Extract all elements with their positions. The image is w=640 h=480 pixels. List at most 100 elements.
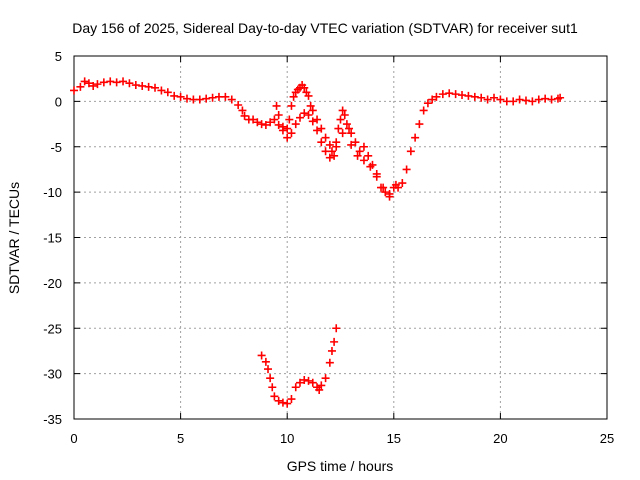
y-tick-label: -20: [43, 276, 62, 291]
y-axis-label: SDTVAR / TECUs: [6, 182, 22, 294]
series-sdtvar-main: [70, 77, 565, 201]
y-tick-label: 0: [55, 94, 62, 109]
chart-title: Day 156 of 2025, Sidereal Day-to-day VTE…: [72, 20, 578, 36]
data-point: [274, 396, 283, 405]
data-point: [402, 165, 411, 174]
data-point: [496, 95, 505, 104]
y-tick-label: -30: [43, 367, 62, 382]
data-point: [432, 92, 441, 101]
data-point: [300, 375, 309, 384]
data-point: [345, 124, 354, 133]
data-point: [283, 399, 292, 408]
data-point: [340, 110, 349, 119]
data-point: [411, 133, 420, 142]
data-point: [195, 95, 204, 104]
data-point: [261, 357, 270, 366]
data-point: [366, 162, 375, 171]
data-point: [419, 106, 428, 115]
data-point: [234, 101, 243, 110]
data-point: [295, 378, 304, 387]
x-tick-label: 25: [600, 431, 614, 446]
x-axis: 0 5 10 15 20 25: [70, 56, 614, 446]
data-point: [70, 86, 78, 95]
data-point: [300, 83, 309, 92]
data-point: [257, 351, 266, 360]
data-point: [313, 115, 322, 124]
data-point: [534, 95, 543, 104]
data-point: [556, 93, 565, 102]
data-point: [515, 95, 524, 104]
data-point: [347, 140, 356, 149]
data-point: [415, 120, 424, 129]
data-point: [325, 153, 334, 162]
data-point: [336, 115, 345, 124]
x-tick-label: 15: [387, 431, 401, 446]
data-point: [406, 147, 415, 156]
x-tick-label: 5: [177, 431, 184, 446]
data-point: [93, 80, 102, 89]
data-point: [283, 133, 292, 142]
data-point: [144, 82, 153, 91]
data-point: [289, 92, 298, 101]
data-point: [163, 88, 172, 97]
data-point: [317, 124, 326, 133]
data-point: [490, 93, 499, 102]
data-point: [274, 110, 283, 119]
data-point: [270, 115, 279, 124]
data-point: [379, 183, 388, 192]
data-point: [325, 140, 334, 149]
data-point: [464, 91, 473, 100]
data-point: [547, 95, 556, 104]
data-point: [272, 101, 281, 110]
data-point: [287, 129, 296, 138]
data-point: [321, 147, 330, 156]
data-point: [334, 124, 343, 133]
data-point: [300, 109, 309, 118]
data-point: [261, 120, 270, 129]
data-point: [182, 94, 191, 103]
data-point: [325, 358, 334, 367]
data-point: [381, 188, 390, 197]
data-point: [372, 172, 381, 181]
data-point: [131, 81, 140, 90]
data-point: [321, 133, 330, 142]
data-point: [423, 99, 432, 108]
data-point: [266, 374, 275, 383]
data-point: [327, 346, 336, 355]
data-point: [283, 124, 292, 133]
data-point: [170, 91, 179, 100]
data-point: [483, 95, 492, 104]
data-point: [202, 94, 211, 103]
data-point: [278, 122, 287, 131]
data-point: [112, 78, 121, 87]
series-sdtvar-secondary: [272, 101, 400, 198]
data-point: [338, 106, 347, 115]
data-point: [332, 324, 341, 333]
data-point: [308, 117, 317, 126]
data-point: [274, 120, 283, 129]
x-tick-label: 0: [70, 431, 77, 446]
data-point: [528, 97, 537, 106]
y-tick-label: -10: [43, 185, 62, 200]
data-point: [332, 138, 341, 147]
data-point: [266, 118, 275, 127]
data-point: [208, 93, 217, 102]
data-point: [291, 120, 300, 129]
data-point: [291, 383, 300, 392]
y-tick-label: 5: [55, 49, 62, 64]
data-point: [470, 92, 479, 101]
data-point: [304, 376, 313, 385]
data-point: [351, 138, 360, 147]
data-point: [321, 374, 330, 383]
data-point: [451, 90, 460, 99]
series-sdtvar-low: [257, 324, 341, 408]
data-point: [338, 129, 347, 138]
data-point: [106, 77, 115, 86]
data-point: [315, 385, 324, 394]
data-point: [304, 91, 313, 100]
data-point: [541, 94, 550, 103]
y-tick-label: -25: [43, 321, 62, 336]
x-tick-label: 20: [493, 431, 507, 446]
data-point: [359, 142, 368, 151]
data-point: [391, 180, 400, 189]
